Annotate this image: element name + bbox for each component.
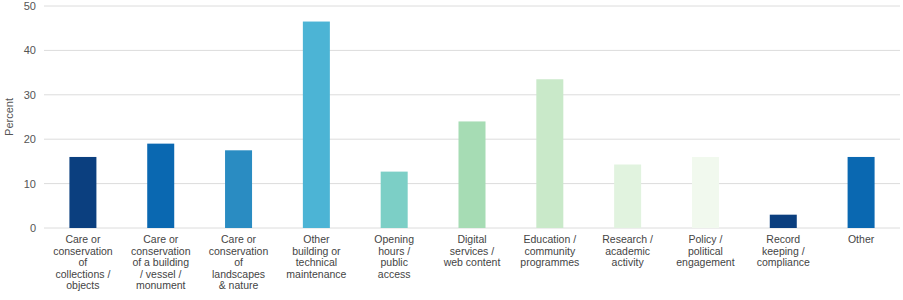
y-tick-label: 0 <box>30 222 36 234</box>
y-axis-label: Percent <box>3 98 15 136</box>
bar <box>770 215 797 228</box>
x-tick-label: Education /communityprogrammes <box>520 233 579 268</box>
y-tick-label: 50 <box>24 0 36 12</box>
grid-line <box>44 6 900 7</box>
x-tick-label: Care orconservationof a building/ vessel… <box>131 233 191 291</box>
bar <box>536 79 563 228</box>
x-tick-label: Care orconservationoflandscapes& nature <box>209 233 269 291</box>
x-tick-label: Research /academicactivity <box>602 233 653 268</box>
y-tick-label: 20 <box>24 133 36 145</box>
x-tick-label: Care orconservationofcollections /object… <box>53 233 113 291</box>
y-tick-label: 40 <box>24 44 36 56</box>
grid-line <box>44 94 900 95</box>
bar <box>225 150 252 228</box>
x-tick-label: Recordkeeping /compliance <box>757 233 810 268</box>
grid-line <box>44 50 900 51</box>
bar <box>692 157 719 228</box>
bar <box>848 157 875 228</box>
bar <box>303 22 330 228</box>
y-tick-label: 30 <box>24 89 36 101</box>
y-tick-label: 10 <box>24 178 36 190</box>
x-tick-label: Policy /politicalengagement <box>676 233 734 268</box>
bar <box>459 121 486 228</box>
bar <box>614 165 641 228</box>
x-tick-label: Openinghours /publicaccess <box>374 233 414 280</box>
chart: 0 10 20 30 40 50 Percent Care orconservationofc… <box>0 0 903 300</box>
bar <box>69 157 96 228</box>
x-tick-label: Other <box>848 233 875 245</box>
bar <box>147 144 174 228</box>
bar <box>381 172 408 228</box>
x-tick-label: Digitalservices /web content <box>443 233 501 268</box>
x-tick-label: Otherbuilding ortechnicalmaintenance <box>286 233 346 280</box>
